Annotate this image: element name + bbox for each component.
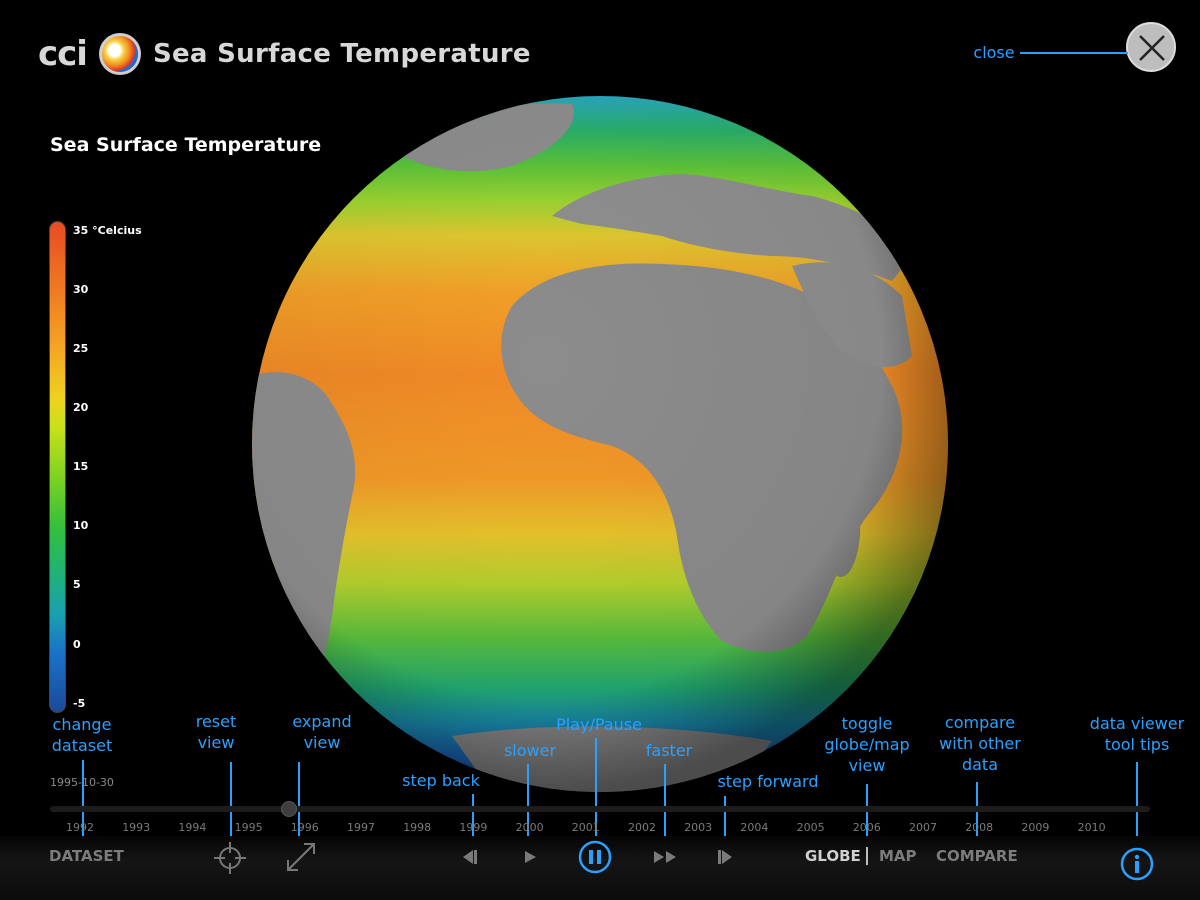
timeline-track[interactable] [50, 806, 1150, 812]
legend-label: 20 [73, 401, 89, 414]
annotation-step-back: step back [402, 771, 480, 790]
annotation-faster: faster [645, 741, 693, 760]
timeline-year-label[interactable]: 2010 [1077, 821, 1106, 834]
timeline-year-label[interactable]: 1992 [66, 821, 94, 834]
timeline-year-label[interactable]: 2005 [796, 821, 825, 834]
timeline-year-label[interactable]: 2008 [965, 821, 994, 834]
timeline-year-label[interactable]: 2009 [1021, 821, 1050, 834]
globe-map-svg [252, 96, 948, 792]
close-x-icon [1139, 35, 1165, 61]
step-forward-icon[interactable] [716, 849, 736, 865]
timeline-year-label[interactable]: 1998 [403, 821, 432, 834]
timeline-year-label[interactable]: 2003 [684, 821, 713, 834]
annotation-reset-view-line [230, 762, 232, 840]
legend-label: 15 [73, 460, 89, 473]
timeline-handle[interactable] [281, 801, 297, 817]
annotation-close-line [1020, 52, 1128, 54]
step-back-icon[interactable] [459, 849, 479, 865]
timeline-year-label[interactable]: 1994 [178, 821, 207, 834]
annotation-expand-view: expand view [292, 712, 352, 752]
legend-label: 10 [73, 519, 89, 532]
timeline-year-label[interactable]: 1993 [122, 821, 151, 834]
cci-globe-logo-icon [98, 33, 141, 75]
timeline-year-label[interactable]: 2006 [852, 821, 881, 834]
app-header: cci Sea Surface Temperature [38, 28, 531, 80]
annotation-step-back-line [472, 794, 474, 844]
annotation-play-pause: Play/Pause [556, 715, 642, 734]
cci-logo-text: cci [38, 34, 88, 74]
annotation-close: close [973, 43, 1015, 62]
dataset-button[interactable]: DATASET [49, 847, 124, 865]
annotation-slower: slower [503, 741, 557, 760]
dataset-title: Sea Surface Temperature [50, 134, 322, 156]
timeline-year-label[interactable]: 1995 [234, 821, 263, 834]
current-date: 1995-10-30 [50, 776, 114, 789]
expand-arrows-icon[interactable] [284, 840, 318, 874]
timeline-year-label[interactable]: 2001 [571, 821, 600, 834]
timeline-year-label[interactable]: 2002 [628, 821, 656, 834]
annotation-slower-line [527, 764, 529, 844]
annotation-tool-tips: data viewer tool tips [1089, 714, 1185, 754]
annotation-change-dataset: change dataset [51, 715, 113, 755]
timeline-year-label[interactable]: 1996 [290, 821, 319, 834]
annotation-compare: compare with other data [939, 713, 1021, 774]
annotation-reset-view: reset view [195, 712, 237, 752]
annotation-toggle-view-line [866, 784, 868, 840]
legend-label: 25 [73, 342, 89, 355]
legend-label: 35 °Celcius [73, 224, 142, 237]
legend-label: 30 [73, 283, 89, 296]
temperature-color-scale [49, 221, 66, 713]
map-toggle-button[interactable]: MAP [879, 847, 917, 865]
legend-label: 0 [73, 638, 81, 651]
fast-forward-icon[interactable] [652, 849, 680, 865]
legend-label: -5 [73, 697, 86, 710]
annotation-toggle-view: toggle globe/map view [824, 714, 910, 775]
legend-label: 5 [73, 578, 81, 591]
annotation-step-forward-line [724, 796, 726, 844]
close-button[interactable] [1126, 22, 1176, 72]
toggle-separator [866, 847, 868, 865]
timeline-year-label[interactable]: 2000 [515, 821, 544, 834]
annotation-change-dataset-line [82, 760, 84, 848]
compare-button[interactable]: COMPARE [936, 847, 1018, 865]
annotation-play-pause-line [595, 738, 597, 842]
annotation-expand-view-line [298, 762, 300, 840]
annotation-step-forward: step forward [717, 772, 819, 791]
bottom-toolbar [0, 836, 1200, 900]
timeline-year-label[interactable]: 2007 [909, 821, 937, 834]
globe-toggle-button[interactable]: GLOBE [805, 847, 861, 865]
timeline-year-label[interactable]: 1997 [347, 821, 375, 834]
play-icon[interactable] [522, 849, 538, 865]
timeline-year-label[interactable]: 1999 [459, 821, 488, 834]
annotation-tool-tips-line [1136, 762, 1138, 844]
info-icon[interactable] [1120, 847, 1154, 881]
globe-view[interactable] [252, 96, 948, 792]
timeline-year-label[interactable]: 2004 [740, 821, 769, 834]
crosshair-icon[interactable] [213, 841, 247, 875]
annotation-faster-line [664, 764, 666, 844]
app-title: Sea Surface Temperature [152, 39, 531, 69]
pause-icon[interactable] [578, 840, 612, 874]
